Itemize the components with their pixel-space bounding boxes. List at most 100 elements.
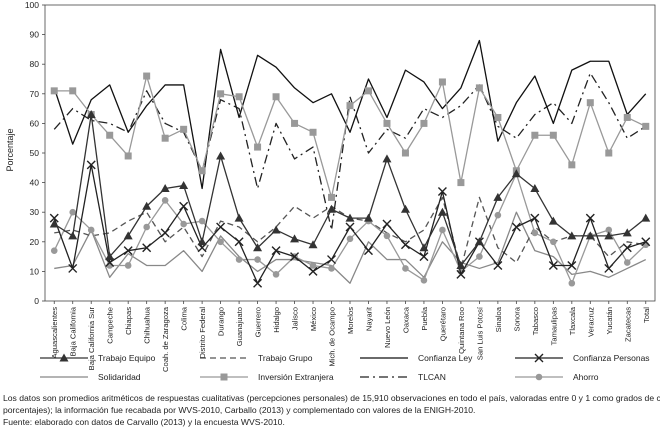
x-tick-label: San Luis Potosí — [475, 306, 484, 360]
y-axis: 0 10 20 30 40 50 60 70 80 90 100 — [25, 0, 45, 306]
data-point — [68, 263, 78, 273]
data-point — [511, 169, 521, 178]
y-axis-label: Porcentaje — [5, 128, 15, 171]
y-tick-label: 70 — [30, 89, 40, 99]
data-point — [254, 256, 261, 263]
data-point — [143, 72, 151, 80]
legend-item: Trabajo Equipo — [40, 353, 156, 363]
y-tick-label: 0 — [34, 296, 39, 306]
plot-frame — [44, 4, 656, 302]
data-point — [124, 152, 132, 160]
data-point — [586, 99, 594, 107]
x-tick-label: Yucatán — [605, 307, 614, 334]
x-tick-label: Jalisco — [291, 307, 300, 330]
data-point — [179, 181, 189, 190]
data-point — [217, 238, 224, 246]
data-point — [234, 213, 244, 222]
x-tick-label: Durango — [217, 307, 226, 336]
series-tlcan — [53, 72, 647, 231]
x-tick-label: Baja California — [69, 306, 78, 356]
y-tick-label: 20 — [30, 237, 40, 247]
data-point — [605, 149, 613, 157]
data-point — [272, 93, 280, 101]
data-point — [548, 216, 558, 225]
data-point — [437, 207, 447, 216]
data-point — [535, 373, 543, 381]
data-point — [49, 213, 59, 223]
x-tick-label: Querétaro — [438, 307, 447, 341]
data-point — [585, 213, 595, 223]
data-point — [419, 252, 429, 262]
x-tick-label: Tabasco — [531, 307, 540, 335]
x-tick-label: Coah. de Zaragoza — [161, 306, 170, 372]
figure-caption: Los datos son promedios aritméticos de r… — [3, 392, 660, 429]
legend-label: Inversión Extranjera — [258, 372, 334, 382]
data-point — [142, 243, 152, 253]
data-point — [220, 373, 228, 381]
data-point — [400, 240, 410, 250]
y-tick-label: 30 — [30, 207, 40, 217]
data-point — [605, 226, 613, 234]
data-point — [494, 113, 502, 121]
data-point — [530, 184, 540, 193]
data-point — [511, 222, 521, 232]
series-confianza-personas — [49, 160, 651, 288]
caption-line-1: Los datos son promedios aritméticos de r… — [3, 393, 660, 403]
data-point — [363, 246, 373, 256]
data-point — [456, 269, 466, 279]
data-point — [642, 122, 650, 130]
x-tick-label: Aguascalientes — [50, 307, 59, 359]
data-point — [328, 193, 336, 201]
data-point — [253, 243, 263, 252]
legend-item: Trabajo Grupo — [200, 353, 313, 363]
x-tick-label: Morelos — [346, 307, 355, 334]
x-tick-label: Oaxaca — [401, 306, 410, 333]
data-point — [106, 131, 114, 139]
data-point — [550, 238, 557, 246]
data-point — [383, 232, 391, 240]
data-point — [180, 125, 188, 133]
x-tick-label: Chihuahua — [143, 306, 152, 344]
x-tick-label: Guanajuato — [235, 307, 244, 346]
data-point — [383, 119, 391, 127]
series-layer — [49, 39, 651, 288]
data-point — [309, 128, 317, 136]
data-point — [87, 226, 95, 234]
legend-item: Confianza Ley — [360, 353, 473, 363]
legend-item: Ahorro — [515, 372, 599, 382]
y-tick-label: 10 — [30, 266, 40, 276]
legend-item: Confianza Personas — [515, 353, 650, 363]
series-confianza-ley — [53, 39, 647, 190]
data-point — [123, 231, 133, 240]
data-point — [363, 213, 373, 222]
series-line — [54, 211, 647, 284]
x-tick-label: Zacatecas — [623, 307, 632, 342]
legend-item: TLCAN — [360, 372, 446, 382]
x-tick-label: Mich. de Ocampo — [328, 307, 337, 367]
data-point — [567, 260, 577, 270]
data-point — [198, 167, 206, 175]
legend-label: Trabajo Grupo — [258, 353, 313, 363]
data-point — [568, 161, 576, 169]
data-point — [254, 143, 262, 151]
x-tick-label: Nuevo León — [383, 307, 392, 348]
y-tick-label: 60 — [30, 118, 40, 128]
data-point — [567, 231, 577, 240]
data-point — [180, 220, 187, 228]
x-tick-label: Distrito Federal — [198, 307, 207, 359]
y-tick-label: 50 — [30, 148, 40, 158]
x-axis: Aguascalientes Baja California Baja Califo… — [50, 301, 651, 372]
data-point — [494, 211, 502, 219]
data-point — [438, 78, 446, 86]
data-point — [160, 228, 170, 238]
data-point — [456, 260, 466, 269]
data-point — [105, 252, 115, 261]
data-point — [531, 229, 539, 237]
data-point — [622, 228, 632, 237]
data-point — [327, 255, 337, 265]
y-tick-label: 40 — [30, 178, 40, 188]
data-point — [402, 265, 409, 272]
series-line — [53, 113, 647, 267]
plot-border — [44, 4, 656, 302]
